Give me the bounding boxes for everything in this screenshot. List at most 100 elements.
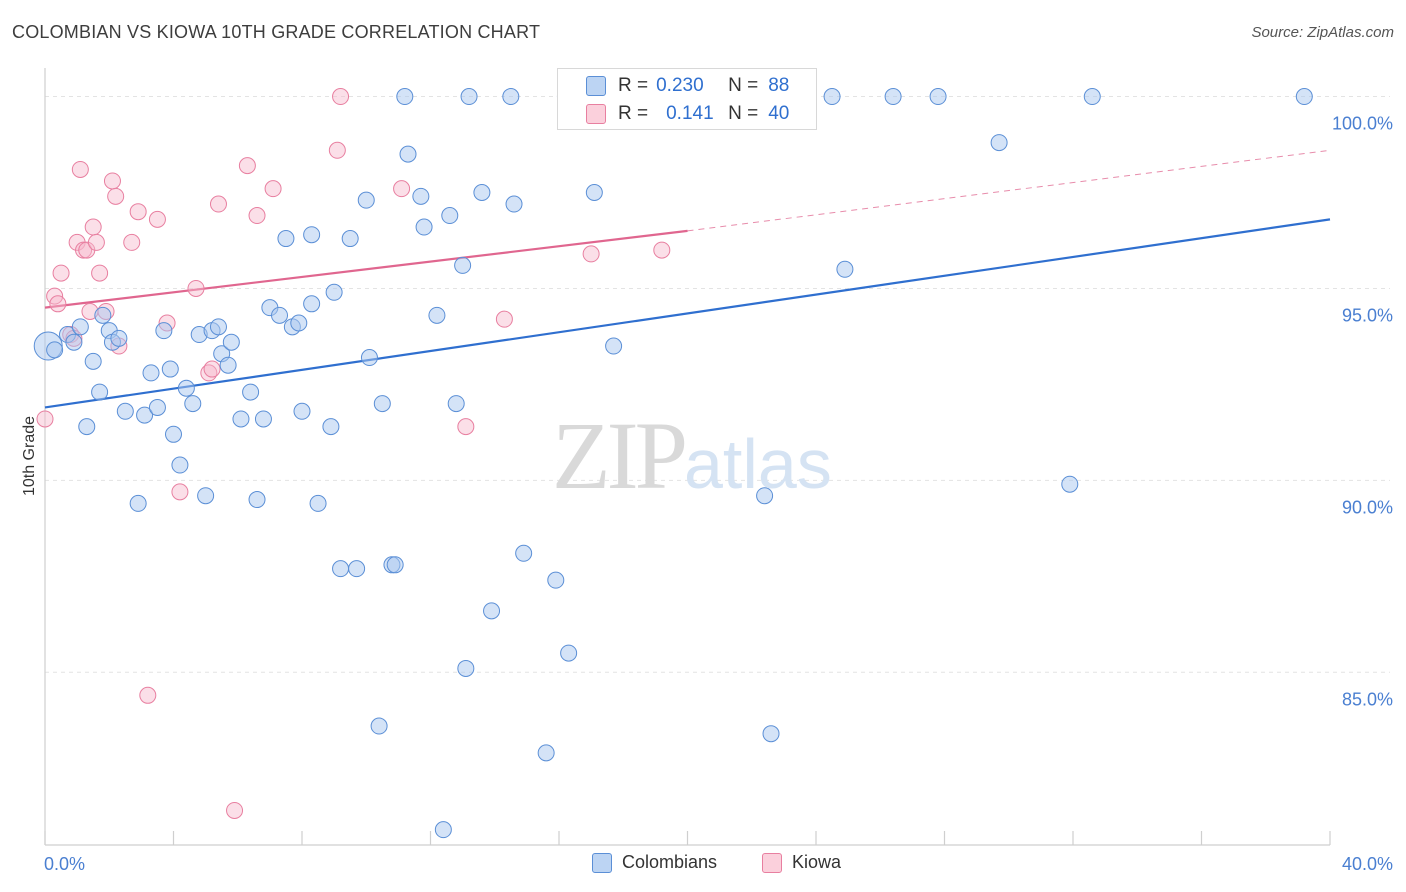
colombians-point	[370, 717, 388, 735]
colombians-point	[428, 306, 446, 324]
kiowa-point	[87, 233, 105, 251]
colombians-point	[460, 88, 478, 106]
kiowa-point	[71, 160, 89, 178]
kiowa-point	[209, 195, 227, 213]
r-label: R =	[618, 75, 649, 96]
gridlines	[45, 96, 1390, 673]
colombians-point	[254, 410, 272, 428]
colombians-point	[129, 494, 147, 512]
kiowa-point	[139, 686, 157, 704]
colombians-point	[386, 556, 404, 574]
colombians-point	[290, 314, 308, 332]
colombians-point	[136, 406, 154, 424]
kiowa-point	[84, 218, 102, 236]
colombians-point	[171, 456, 189, 474]
legend-item-kiowa[interactable]: Kiowa	[762, 852, 841, 873]
stats-legend: R = 0.230 N = 88 R = 0.141 N = 40	[557, 68, 817, 130]
watermark-atlas: atlas	[684, 425, 832, 503]
kiowa-point	[332, 88, 350, 106]
colombians-point	[1295, 88, 1313, 106]
stats-row-kiowa: R = 0.141 N = 40	[558, 99, 818, 129]
colombians-point	[65, 333, 83, 351]
colombians-point	[242, 383, 260, 401]
kiowa-point	[187, 279, 205, 297]
colombians-point	[990, 134, 1008, 152]
colombians-point	[219, 356, 237, 374]
legend-label: Colombians	[622, 852, 718, 872]
colombians-point	[197, 487, 215, 505]
colombians-point	[447, 395, 465, 413]
colombians-point	[161, 360, 179, 378]
colombians-point	[836, 260, 854, 278]
kiowa-point	[393, 180, 411, 198]
colombians-point	[341, 230, 359, 248]
kiowa-point	[582, 245, 600, 263]
colombians-point	[71, 318, 89, 336]
kiowa-point	[203, 360, 221, 378]
colombians-point	[357, 191, 375, 209]
legend-item-colombians[interactable]: Colombians	[592, 852, 717, 873]
colombians-point	[756, 487, 774, 505]
colombians-point	[78, 418, 96, 436]
axes	[44, 68, 1331, 846]
n-value: 88	[768, 75, 790, 96]
colombians-point	[454, 256, 472, 274]
colombians-point	[483, 602, 501, 620]
colombians-point	[547, 571, 565, 589]
colombians-point	[560, 644, 578, 662]
y-axis-title: 10th Grade	[21, 416, 38, 496]
colombians-point	[232, 410, 250, 428]
kiowa-point	[52, 264, 70, 282]
colombians-point	[165, 425, 182, 443]
colombians-point	[360, 349, 378, 367]
colombians-point	[585, 184, 603, 201]
x-tick-label: 40.0%	[1342, 854, 1393, 874]
kiowa-point	[129, 203, 147, 221]
colombians-point	[505, 195, 523, 213]
kiowa-point	[457, 418, 475, 436]
y-tick-label: 95.0%	[1342, 305, 1393, 325]
colombians-point	[412, 187, 430, 205]
watermark-zip: ZIP	[552, 402, 688, 509]
x-tick-label: 0.0%	[44, 854, 85, 874]
colombians-point	[303, 226, 321, 244]
y-tick-label: 100.0%	[1332, 114, 1393, 134]
source-label: Source: ZipAtlas.com	[1251, 24, 1394, 41]
colombians-point	[91, 383, 109, 401]
colombians-point	[177, 379, 195, 397]
kiowa-point	[91, 264, 109, 282]
kiowa-point	[49, 295, 67, 313]
colombians-point	[46, 341, 64, 359]
colombians-point	[309, 494, 327, 512]
colombians-point	[762, 725, 780, 743]
colombians-point	[110, 329, 128, 347]
colombians-point	[415, 218, 433, 236]
colombians-point	[929, 88, 947, 106]
kiowa-point	[107, 187, 125, 205]
kiowa-point	[264, 180, 282, 198]
colombians-point	[515, 544, 533, 562]
colombians-point	[1061, 475, 1079, 493]
kiowa-point	[238, 157, 256, 175]
kiowa-point	[103, 172, 121, 190]
kiowa-trend-line	[44, 229, 688, 309]
colombians-point	[537, 744, 555, 762]
n-value: 40	[768, 103, 790, 124]
colombians-point	[373, 395, 391, 413]
colombians-point	[116, 402, 134, 420]
watermark: ZIPatlas	[552, 400, 832, 511]
legend-label: Kiowa	[792, 852, 842, 872]
colombians-point	[277, 230, 295, 248]
colombians-point	[94, 306, 112, 324]
colombians-point	[184, 395, 202, 413]
colombians-point	[209, 318, 227, 336]
colombians-point	[303, 295, 321, 313]
kiowa-swatch	[762, 852, 782, 873]
colombians-point	[884, 88, 902, 106]
colombians-point	[155, 322, 173, 340]
n-label: N =	[728, 103, 759, 124]
colombians-swatch	[586, 76, 606, 96]
kiowa-point	[495, 310, 513, 328]
colombians-point	[332, 560, 350, 578]
